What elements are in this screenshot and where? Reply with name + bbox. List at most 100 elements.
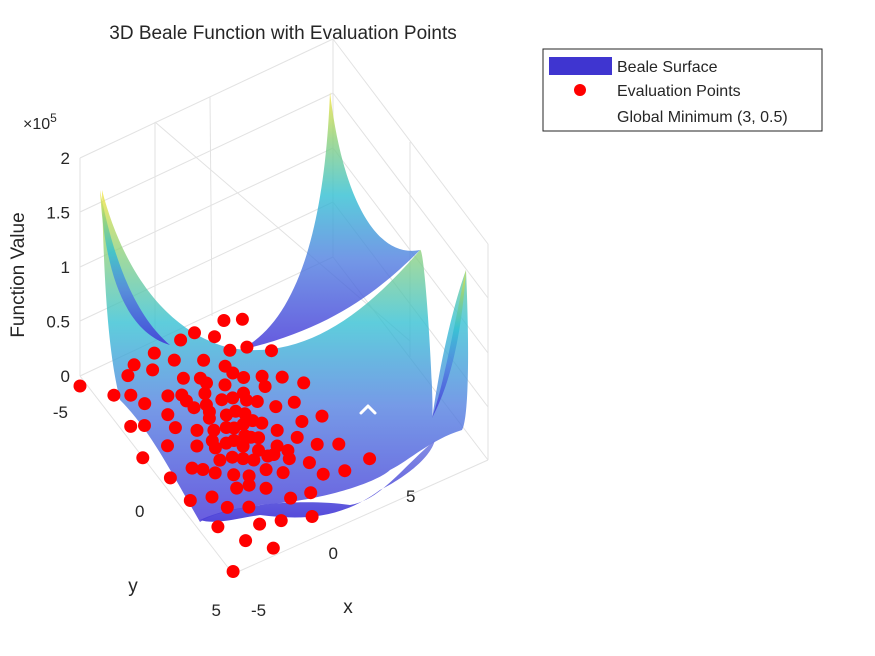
- x-tick-label: 0: [329, 544, 338, 563]
- z-tick-label: 0.5: [46, 313, 70, 332]
- x-axis-label: x: [343, 597, 353, 618]
- evaluation-point: [138, 397, 152, 411]
- evaluation-point: [176, 371, 190, 385]
- evaluation-point: [202, 411, 216, 425]
- legend-minimum-label: Global Minimum (3, 0.5): [617, 109, 788, 126]
- evaluation-point: [240, 393, 253, 407]
- evaluation-point: [188, 326, 201, 340]
- evaluation-point: [229, 404, 243, 418]
- evaluation-point: [270, 423, 284, 437]
- evaluation-point: [244, 430, 258, 444]
- evaluation-point: [161, 439, 174, 453]
- evaluation-point: [226, 565, 240, 578]
- evaluation-point: [218, 378, 232, 392]
- evaluation-point: [363, 452, 377, 466]
- evaluation-point: [185, 461, 199, 475]
- evaluation-point: [183, 494, 197, 507]
- legend-points-label: Evaluation Points: [617, 83, 741, 100]
- evaluation-point: [217, 314, 231, 327]
- evaluation-point: [205, 490, 219, 504]
- evaluation-point: [136, 451, 150, 465]
- z-tick-labels: 0 0.5 1 1.5 2: [46, 149, 70, 386]
- evaluation-point: [127, 358, 141, 372]
- evaluation-point: [147, 346, 161, 360]
- z-exponent-base: ×10: [23, 116, 50, 133]
- evaluation-point: [316, 467, 330, 481]
- z-exponent-power: 5: [50, 111, 57, 125]
- evaluation-point: [250, 395, 264, 408]
- evaluation-point: [215, 393, 229, 407]
- evaluation-point: [223, 343, 237, 357]
- legend-surface-swatch: [549, 57, 612, 75]
- evaluation-point: [73, 379, 87, 393]
- z-tick-label: 2: [61, 149, 70, 168]
- evaluation-point: [230, 481, 244, 495]
- evaluation-point: [179, 394, 193, 408]
- evaluation-point: [124, 388, 138, 402]
- x-tick-label: -5: [251, 601, 266, 620]
- surface-left-wing: [100, 190, 170, 345]
- evaluation-point: [107, 388, 121, 402]
- evaluation-point: [168, 421, 182, 435]
- evaluation-point: [240, 340, 254, 354]
- evaluation-point: [281, 444, 295, 457]
- legend-surface-label: Beale Surface: [617, 59, 718, 76]
- surface-peak-center: [240, 92, 420, 350]
- z-exponent-label: ×105: [23, 111, 57, 133]
- evaluation-point: [287, 395, 301, 409]
- z-tick-label: 1.5: [46, 204, 70, 223]
- evaluation-point: [310, 437, 324, 451]
- y-tick-label: 5: [212, 601, 221, 620]
- legend: Beale Surface Evaluation Points Global M…: [542, 48, 823, 132]
- evaluation-point: [138, 419, 151, 432]
- evaluation-point: [242, 469, 256, 483]
- evaluation-point: [197, 353, 211, 367]
- surface-main: [102, 190, 469, 522]
- evaluation-point: [269, 400, 283, 414]
- evaluation-point: [297, 376, 311, 390]
- evaluation-point: [242, 500, 256, 514]
- evaluation-point: [265, 344, 278, 358]
- x-tick-label: 5: [406, 487, 415, 506]
- evaluation-point: [236, 439, 250, 453]
- evaluation-point: [305, 510, 319, 523]
- evaluation-point: [161, 389, 175, 403]
- evaluation-point: [246, 414, 260, 428]
- evaluation-point: [196, 463, 210, 476]
- evaluation-point: [259, 463, 273, 477]
- evaluation-point: [259, 481, 273, 495]
- legend-points-marker: [574, 84, 586, 96]
- evaluation-point: [200, 376, 213, 390]
- evaluation-point: [338, 464, 352, 478]
- evaluation-point: [295, 415, 309, 428]
- evaluation-point: [205, 434, 219, 448]
- evaluation-point: [237, 371, 251, 384]
- z-axis-label: Function Value: [8, 212, 29, 337]
- evaluation-point: [242, 478, 256, 492]
- x-tick-labels: -5 0 5: [251, 487, 415, 620]
- evaluation-point: [213, 453, 227, 467]
- evaluation-point: [227, 468, 241, 482]
- evaluation-point: [315, 409, 329, 423]
- evaluation-point: [167, 353, 181, 367]
- evaluation-point: [252, 443, 265, 457]
- evaluation-point: [219, 436, 233, 450]
- y-tick-label: 0: [135, 502, 144, 521]
- evaluation-point: [163, 471, 177, 485]
- evaluation-point: [247, 453, 261, 467]
- evaluation-point: [198, 387, 212, 400]
- evaluation-point: [208, 466, 222, 480]
- evaluation-point: [220, 500, 234, 514]
- evaluation-point: [124, 419, 138, 433]
- evaluation-point: [235, 312, 249, 326]
- evaluation-point: [290, 430, 304, 444]
- evaluation-point: [227, 421, 241, 435]
- evaluation-point: [226, 391, 240, 405]
- surface-valley: [200, 440, 435, 522]
- evaluation-point: [207, 423, 221, 437]
- z-tick-label: 0: [61, 367, 70, 386]
- evaluation-points: [73, 312, 377, 578]
- evaluation-point: [258, 380, 272, 393]
- evaluation-point: [304, 486, 318, 500]
- y-axis-label: y: [128, 576, 138, 597]
